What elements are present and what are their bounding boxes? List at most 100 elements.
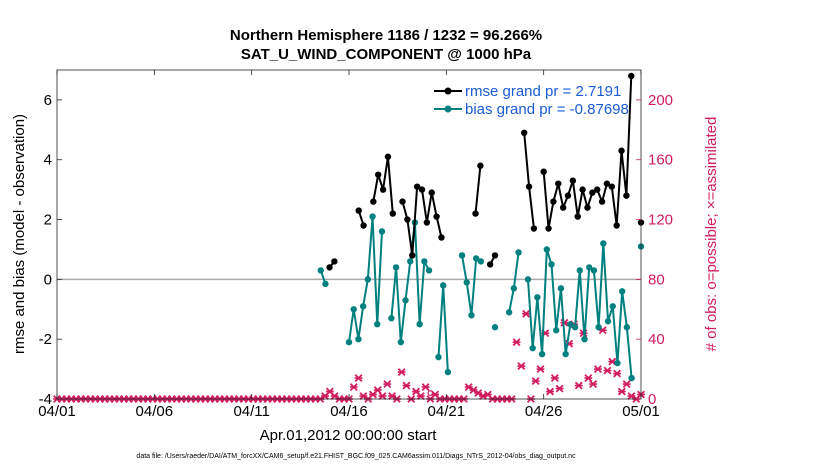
rmse-point xyxy=(603,180,611,187)
bias-point xyxy=(345,338,353,346)
y-tick-right-label: 120 xyxy=(648,212,673,229)
legend-bias-label: bias grand pr = -0.87698 xyxy=(465,101,629,118)
y-tick-left-label: 6 xyxy=(44,92,52,109)
obs-assimilated-marker xyxy=(617,387,626,396)
x-tick-label: 04/21 xyxy=(428,403,466,420)
bias-point xyxy=(472,255,480,262)
rmse-point xyxy=(404,216,411,223)
bias-point xyxy=(534,294,541,301)
bias-point xyxy=(364,276,372,283)
bias-point xyxy=(557,285,565,292)
bias-point xyxy=(369,213,376,220)
obs-assimilated-marker xyxy=(593,365,602,374)
rmse-point xyxy=(584,204,591,211)
rmse-point xyxy=(598,198,606,205)
bias-point xyxy=(317,267,324,274)
y-tick-left-label: -4 xyxy=(39,391,52,408)
bias-point xyxy=(628,374,635,382)
obs-assimilated-marker xyxy=(522,309,531,318)
rmse-point xyxy=(589,189,596,196)
obs-assimilated-marker xyxy=(613,369,622,378)
bias-point xyxy=(524,276,532,283)
rmse-point xyxy=(564,192,572,199)
bias-point xyxy=(538,350,546,358)
obs-assimilated-marker xyxy=(383,380,392,388)
obs-assimilated-marker xyxy=(536,365,545,374)
rmse-point xyxy=(375,171,382,178)
bias-point xyxy=(609,303,616,310)
rmse-point xyxy=(438,234,445,241)
rmse-line-segment xyxy=(474,165,482,214)
y-tick-right-label: 80 xyxy=(648,271,665,288)
rmse-point xyxy=(486,261,494,268)
bias-point xyxy=(623,324,631,331)
bias-point xyxy=(595,324,602,331)
legend-rmse-marker xyxy=(444,87,452,95)
rmse-point xyxy=(545,225,552,232)
obs-assimilated-marker xyxy=(517,362,526,371)
bias-point xyxy=(614,359,621,367)
bias-point xyxy=(407,258,414,265)
y-axis-left-label: rmse and bias (model - observation) xyxy=(11,114,28,354)
rmse-point xyxy=(433,213,440,220)
legend-bias-marker xyxy=(444,105,452,113)
y-axis-right-label: # of obs: o=possible; ×=assimilated xyxy=(703,117,720,352)
obs-assimilated-marker xyxy=(354,374,363,383)
rmse-point xyxy=(379,186,387,193)
rmse-point xyxy=(360,222,367,229)
rmse-point xyxy=(477,162,484,169)
rmse-point xyxy=(628,72,635,80)
bias-point xyxy=(571,324,579,331)
bias-point xyxy=(359,303,367,310)
rmse-point xyxy=(355,207,362,214)
chart-title-line2: SAT_U_WIND_COMPONENT @ 1000 hPa xyxy=(241,46,532,63)
rmse-point xyxy=(521,129,528,137)
rmse-point xyxy=(559,204,567,211)
obs-assimilated-marker xyxy=(531,377,540,385)
bias-point xyxy=(378,228,386,235)
bias-point xyxy=(425,267,433,274)
bias-point xyxy=(567,321,574,328)
bias-point xyxy=(322,280,329,288)
bias-point xyxy=(468,312,475,319)
bias-point xyxy=(477,258,485,265)
rmse-point xyxy=(555,180,562,187)
y-tick-right-label: 0 xyxy=(648,391,656,408)
obs-assimilated-marker xyxy=(589,380,598,388)
bias-point xyxy=(590,267,598,274)
bias-point xyxy=(604,318,612,325)
rmse-point xyxy=(418,186,426,193)
rmse-point xyxy=(331,258,338,265)
bias-point xyxy=(374,321,381,328)
rmse-point xyxy=(540,168,547,175)
bias-point xyxy=(510,285,518,292)
rmse-point xyxy=(389,210,396,217)
y-tick-left-label: 0 xyxy=(44,271,52,288)
x-tick-label: 04/16 xyxy=(330,403,368,420)
x-tick-label: 04/26 xyxy=(525,403,563,420)
bias-point xyxy=(402,297,409,304)
bias-point xyxy=(553,327,560,334)
obs-assimilated-marker xyxy=(416,392,425,400)
legend: rmse grand pr = 2.7191 bias grand pr = -… xyxy=(434,83,629,118)
x-axis: 04/01 04/06 04/11 04/16 04/21 04/26 05/01 xyxy=(38,70,660,420)
rmse-point xyxy=(574,213,581,220)
bias-point xyxy=(355,335,362,343)
rmse-point xyxy=(326,264,333,271)
obs-assimilated-marker xyxy=(421,383,430,391)
bias-point xyxy=(618,288,626,295)
x-axis-label: Apr.01,2012 00:00:00 start xyxy=(260,427,438,444)
bias-point xyxy=(463,279,470,286)
obs-assimilated-marker xyxy=(546,387,554,396)
obs-assimilated-marker xyxy=(622,380,631,388)
bias-point xyxy=(576,267,583,274)
bias-point xyxy=(515,249,522,256)
obs-assimilated-marker xyxy=(550,374,559,383)
bias-point xyxy=(529,344,536,352)
bias-point xyxy=(397,338,405,346)
rmse-point xyxy=(472,210,479,217)
rmse-point xyxy=(608,183,615,190)
rmse-point xyxy=(370,198,377,205)
bias-point xyxy=(416,321,423,328)
